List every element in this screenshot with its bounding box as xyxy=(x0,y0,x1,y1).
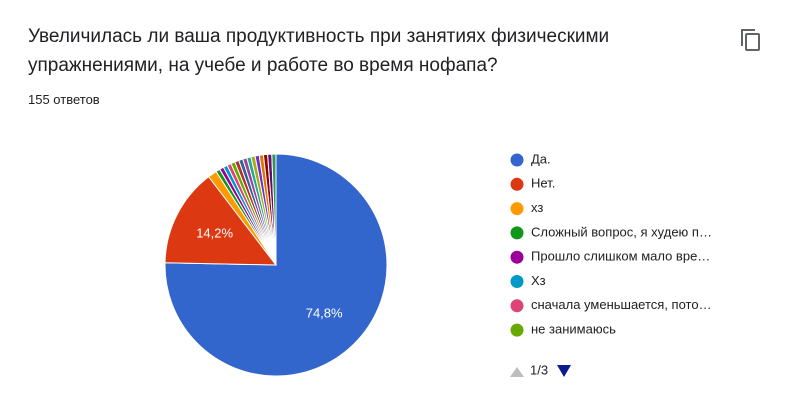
pie-slice xyxy=(164,176,278,266)
legend-label: хз xyxy=(531,200,543,215)
legend-marker xyxy=(510,299,524,313)
legend-marker xyxy=(510,250,524,264)
legend-marker xyxy=(510,323,524,337)
pie-slice xyxy=(271,153,277,266)
legend-marker xyxy=(510,177,524,191)
legend-label: Сложный вопрос, я худею п… xyxy=(531,224,712,239)
legend-next[interactable] xyxy=(557,365,571,377)
copy-icon[interactable] xyxy=(741,29,760,51)
legend-label: Нет. xyxy=(531,176,555,191)
legend-label: Хз xyxy=(531,273,546,288)
legend-prev[interactable] xyxy=(510,367,524,377)
legend-label: сначала уменьшается, пото… xyxy=(531,297,712,312)
legend-marker xyxy=(510,153,524,167)
response-count: 155 ответов xyxy=(28,92,100,107)
legend-label: не занимаюсь xyxy=(531,322,616,337)
legend-marker xyxy=(510,202,524,216)
question-title: Увеличилась ли ваша продуктивность при з… xyxy=(28,26,610,76)
slice-label: 14,2% xyxy=(196,225,233,240)
legend-marker xyxy=(510,226,524,240)
legend-label: Да. xyxy=(531,151,551,166)
legend-page: 1/3 xyxy=(530,362,548,377)
slice-label: 74,8% xyxy=(306,306,343,321)
legend-label: Прошло слишком мало вре… xyxy=(531,249,710,264)
legend-marker xyxy=(510,275,524,288)
